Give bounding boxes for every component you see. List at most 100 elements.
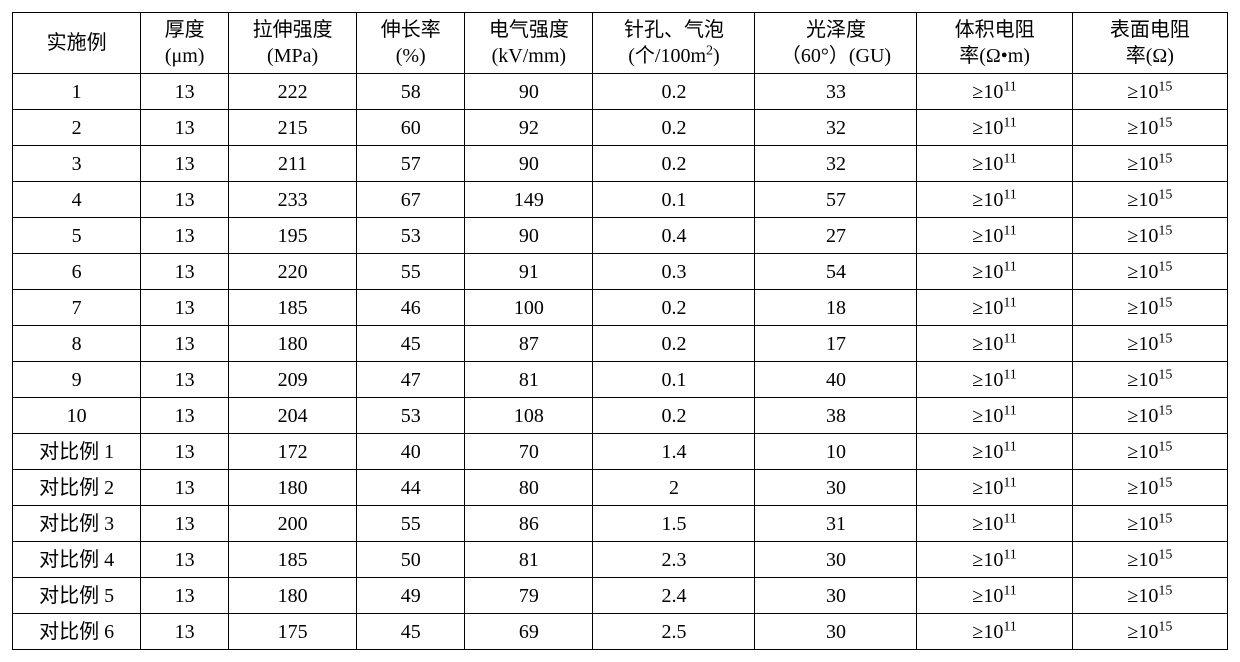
table-cell: 50 [357, 542, 465, 578]
table-cell: 67 [357, 182, 465, 218]
table-cell: 13 [141, 398, 229, 434]
table-cell: 49 [357, 578, 465, 614]
table-cell: 215 [228, 110, 356, 146]
table-row: 对比例 41318550812.330≥1011≥1015 [13, 542, 1228, 578]
table-cell: 70 [465, 434, 593, 470]
table-cell: 1.5 [593, 506, 755, 542]
table-cell: 44 [357, 470, 465, 506]
header-text-l2: 率(Ω•m) [959, 45, 1030, 67]
table-body: 11322258900.233≥1011≥101521321560920.232… [13, 74, 1228, 650]
table-cell: 0.2 [593, 326, 755, 362]
header-text-l2: 率(Ω) [1126, 45, 1174, 67]
table-cell: 53 [357, 218, 465, 254]
table-cell: 92 [465, 110, 593, 146]
table-cell: 172 [228, 434, 356, 470]
table-cell: 55 [357, 254, 465, 290]
table-header: 实施例 厚度(μm) 拉伸强度(MPa) 伸长率(%) 电气强度(kV/mm) … [13, 13, 1228, 74]
table-cell: 2 [593, 470, 755, 506]
table-cell: 180 [228, 578, 356, 614]
table-cell-surfresist: ≥1015 [1072, 470, 1227, 506]
table-cell-volresist: ≥1011 [917, 614, 1072, 650]
table-cell-surfresist: ≥1015 [1072, 362, 1227, 398]
header-text-l2a: (个/100m [628, 45, 706, 67]
table-cell: 40 [357, 434, 465, 470]
header-text-l1: 光泽度 [806, 19, 866, 41]
table-cell: 对比例 3 [13, 506, 141, 542]
table-cell-volresist: ≥1011 [917, 398, 1072, 434]
header-text-l1: 拉伸强度 [253, 19, 333, 41]
table-cell-volresist: ≥1011 [917, 542, 1072, 578]
table-cell: 90 [465, 218, 593, 254]
col-header-tensile: 拉伸强度 (MPa) [228, 13, 356, 74]
table-cell: 13 [141, 434, 229, 470]
table-cell: 185 [228, 290, 356, 326]
data-table: 实施例 厚度(μm) 拉伸强度(MPa) 伸长率(%) 电气强度(kV/mm) … [12, 12, 1228, 650]
header-row: 实施例 厚度(μm) 拉伸强度(MPa) 伸长率(%) 电气强度(kV/mm) … [13, 13, 1228, 74]
table-cell-surfresist: ≥1015 [1072, 74, 1227, 110]
table-cell: 57 [755, 182, 917, 218]
table-cell: 79 [465, 578, 593, 614]
table-row: 51319553900.427≥1011≥1015 [13, 218, 1228, 254]
header-text-l2: (MPa) [267, 45, 318, 67]
table-cell: 0.1 [593, 362, 755, 398]
table-cell-volresist: ≥1011 [917, 326, 1072, 362]
table-cell: 0.2 [593, 146, 755, 182]
table-cell: 81 [465, 362, 593, 398]
header-text-l1: 针孔、气泡 [624, 19, 724, 41]
table-cell: 55 [357, 506, 465, 542]
table-cell: 13 [141, 326, 229, 362]
table-cell: 10 [755, 434, 917, 470]
table-cell-surfresist: ≥1015 [1072, 182, 1227, 218]
table-cell: 47 [357, 362, 465, 398]
table-cell: 54 [755, 254, 917, 290]
header-text: 实施例 [47, 32, 107, 54]
col-header-surfresist: 表面电阻率(Ω) [1072, 13, 1227, 74]
table-cell-surfresist: ≥1015 [1072, 146, 1227, 182]
table-cell-surfresist: ≥1015 [1072, 290, 1227, 326]
header-text-l1: 厚度 [165, 19, 205, 41]
header-text-l1: 体积电阻 [955, 19, 1035, 41]
header-text-l2b: ) [713, 45, 720, 67]
col-header-electrical: 电气强度(kV/mm) [465, 13, 593, 74]
col-header-elongation: 伸长率(%) [357, 13, 465, 74]
table-cell: 13 [141, 578, 229, 614]
table-cell: 38 [755, 398, 917, 434]
table-row: 713185461000.218≥1011≥1015 [13, 290, 1228, 326]
table-cell: 3 [13, 146, 141, 182]
table-cell: 90 [465, 74, 593, 110]
table-cell: 195 [228, 218, 356, 254]
table-cell: 13 [141, 146, 229, 182]
table-cell: 69 [465, 614, 593, 650]
col-header-example: 实施例 [13, 13, 141, 74]
table-cell: 40 [755, 362, 917, 398]
table-cell: 60 [357, 110, 465, 146]
table-cell: 204 [228, 398, 356, 434]
table-cell: 222 [228, 74, 356, 110]
table-cell: 53 [357, 398, 465, 434]
table-cell-surfresist: ≥1015 [1072, 434, 1227, 470]
table-cell: 209 [228, 362, 356, 398]
table-cell-surfresist: ≥1015 [1072, 398, 1227, 434]
table-cell: 2 [13, 110, 141, 146]
header-text-l2: (%) [396, 45, 426, 67]
table-cell-surfresist: ≥1015 [1072, 218, 1227, 254]
table-cell: 13 [141, 74, 229, 110]
table-cell: 108 [465, 398, 593, 434]
table-cell: 180 [228, 326, 356, 362]
table-cell: 13 [141, 110, 229, 146]
table-cell-surfresist: ≥1015 [1072, 506, 1227, 542]
table-cell-volresist: ≥1011 [917, 110, 1072, 146]
table-cell: 91 [465, 254, 593, 290]
table-cell: 30 [755, 614, 917, 650]
table-row: 21321560920.232≥1011≥1015 [13, 110, 1228, 146]
table-row: 31321157900.232≥1011≥1015 [13, 146, 1228, 182]
table-cell: 13 [141, 290, 229, 326]
table-cell: 6 [13, 254, 141, 290]
table-cell: 149 [465, 182, 593, 218]
table-cell: 33 [755, 74, 917, 110]
table-row: 对比例 31320055861.531≥1011≥1015 [13, 506, 1228, 542]
table-cell: 100 [465, 290, 593, 326]
table-cell: 13 [141, 542, 229, 578]
header-text-l2: (kV/mm) [492, 45, 566, 67]
table-cell: 57 [357, 146, 465, 182]
